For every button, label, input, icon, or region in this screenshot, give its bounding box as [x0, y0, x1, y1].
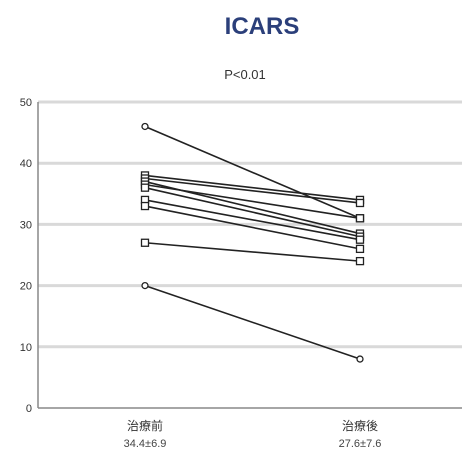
data-point — [140, 238, 150, 247]
x-category-label: 治療前 — [127, 418, 163, 433]
x-category-sublabel: 34.4±6.9 — [124, 438, 167, 450]
axes — [37, 102, 462, 409]
data-point — [141, 122, 149, 131]
series-line — [144, 284, 361, 360]
y-tick-label: 30 — [20, 219, 32, 231]
y-tick-label: 50 — [20, 97, 32, 109]
series-line — [144, 241, 361, 262]
data-point — [140, 201, 150, 211]
x-category-labels: 治療前 34.4±6.9 治療後 27.6±7.6 — [124, 418, 382, 450]
series-9 — [140, 238, 365, 266]
data-point — [355, 235, 365, 244]
data-point — [356, 355, 364, 363]
data-point — [355, 198, 365, 208]
series-line — [144, 199, 361, 241]
y-tick-label: 10 — [20, 342, 32, 354]
data-point — [141, 281, 149, 290]
series-lines — [140, 122, 365, 363]
y-tick-label: 0 — [26, 403, 32, 415]
series-line — [144, 205, 361, 250]
series-7 — [140, 195, 365, 244]
series-line — [144, 177, 361, 204]
y-tick-label: 20 — [20, 281, 32, 293]
data-point — [355, 256, 365, 266]
chart-title: ICARS — [225, 13, 300, 40]
data-point — [355, 244, 365, 254]
gridlines — [38, 100, 462, 349]
y-tick-labels: 0 10 20 30 40 50 — [20, 97, 32, 415]
series-10 — [141, 281, 364, 363]
data-point — [140, 183, 150, 192]
series-line — [144, 125, 361, 220]
chart-subtitle: P<0.01 — [224, 67, 266, 82]
series-8 — [140, 201, 365, 254]
series-line — [144, 183, 361, 220]
y-tick-label: 40 — [20, 158, 32, 170]
series-line — [144, 186, 361, 238]
series-line — [144, 174, 361, 201]
data-point — [355, 214, 365, 223]
series-2 — [140, 171, 365, 205]
x-category-sublabel: 27.6±7.6 — [339, 438, 382, 450]
x-category-label: 治療後 — [342, 419, 378, 433]
